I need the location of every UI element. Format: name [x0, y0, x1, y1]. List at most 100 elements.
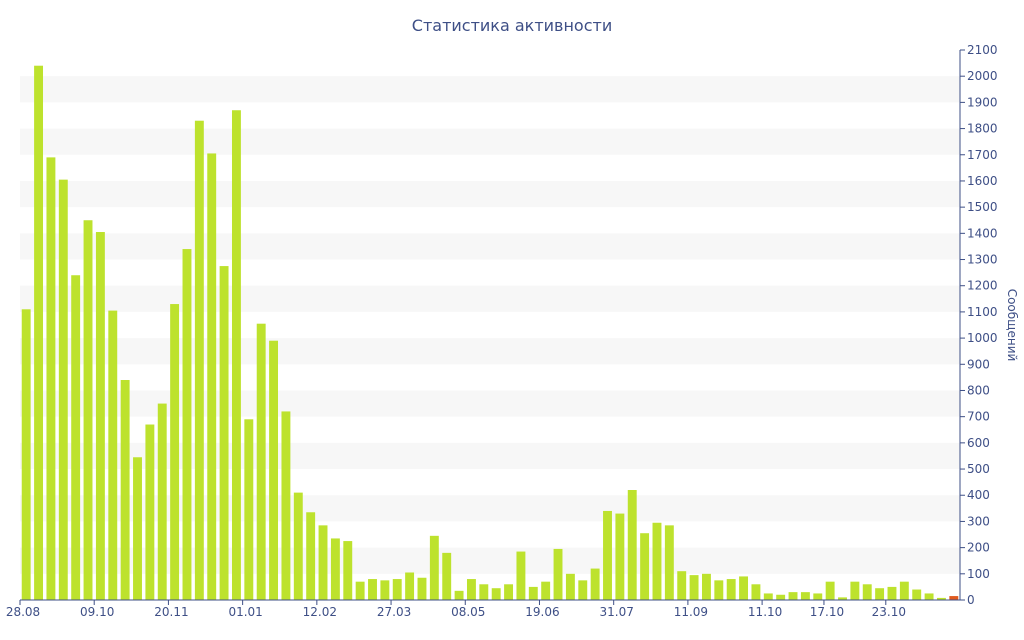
bar — [739, 576, 749, 600]
grid-band — [20, 233, 960, 260]
bar — [714, 580, 724, 600]
y-tick-label: 1900 — [967, 95, 998, 109]
bar — [640, 533, 650, 600]
bar — [380, 580, 390, 600]
bar — [21, 309, 31, 600]
x-tick-label: 23.10 — [872, 605, 906, 619]
bar — [875, 588, 885, 600]
bar — [454, 590, 464, 600]
bar — [504, 584, 514, 600]
bar — [813, 593, 823, 600]
y-tick-label: 1400 — [967, 226, 998, 240]
bar — [318, 525, 328, 600]
bar — [677, 571, 687, 600]
bar — [108, 310, 118, 600]
bar — [800, 592, 810, 600]
bar — [207, 153, 217, 600]
y-tick-label: 300 — [967, 514, 990, 528]
y-tick-label: 2000 — [967, 69, 998, 83]
bar — [528, 586, 538, 600]
y-tick-label: 1800 — [967, 122, 998, 136]
bar — [479, 584, 489, 600]
y-tick-label: 1100 — [967, 305, 998, 319]
bar — [553, 548, 563, 600]
y-axis-label: Сообщений — [1005, 289, 1019, 362]
bar — [776, 594, 786, 600]
bar — [825, 581, 835, 600]
bar — [355, 581, 365, 600]
y-tick-label: 1000 — [967, 331, 998, 345]
grid-band — [20, 338, 960, 365]
y-tick-label: 800 — [967, 383, 990, 397]
y-tick-label: 1700 — [967, 148, 998, 162]
x-tick-label: 17.10 — [810, 605, 844, 619]
bar — [182, 249, 192, 601]
bar — [838, 597, 847, 600]
bar — [231, 110, 241, 601]
bar — [949, 596, 959, 600]
bar — [83, 220, 93, 601]
bars-group — [21, 65, 959, 601]
bar — [466, 579, 476, 600]
bar — [689, 575, 699, 600]
bar — [405, 572, 415, 600]
bar — [46, 157, 56, 600]
y-tick-label: 100 — [967, 567, 990, 581]
y-tick-label: 0 — [967, 593, 975, 607]
bar — [194, 120, 204, 601]
bar — [330, 538, 340, 600]
x-tick-label: 08.05 — [451, 605, 485, 619]
bar — [306, 512, 316, 600]
grid-band — [20, 128, 960, 155]
bar — [664, 525, 674, 600]
x-tick-label: 09.10 — [80, 605, 114, 619]
x-tick-label: 27.03 — [377, 605, 411, 619]
bar — [293, 492, 303, 600]
x-tick-label: 11.10 — [748, 605, 782, 619]
bar — [58, 179, 68, 600]
y-tick-label: 1600 — [967, 174, 998, 188]
bar — [442, 552, 452, 600]
bar — [887, 586, 897, 600]
x-tick-label: 31.07 — [600, 605, 634, 619]
chart-title: Статистика активности — [412, 16, 612, 35]
x-tick-label: 20.11 — [154, 605, 188, 619]
bar — [120, 380, 130, 600]
y-tick-label: 1300 — [967, 253, 998, 267]
bar — [627, 490, 637, 600]
bar — [763, 593, 773, 600]
y-tick-label: 400 — [967, 488, 990, 502]
y-tick-label: 2100 — [967, 43, 998, 57]
bar — [368, 579, 377, 600]
x-axis: 28.08 09.10 20.11 01.01 12.02 27.03 08.05 19.06… — [6, 599, 960, 619]
bar — [269, 340, 279, 600]
grid-band — [20, 285, 960, 312]
bar — [590, 568, 600, 600]
bar — [565, 573, 575, 600]
bar — [219, 266, 229, 600]
bar — [652, 522, 662, 600]
bar — [281, 411, 291, 600]
y-tick-label: 600 — [967, 436, 990, 450]
bar — [392, 579, 402, 600]
bar — [170, 304, 180, 600]
bar — [578, 580, 588, 600]
bar — [343, 541, 353, 600]
bar — [157, 403, 167, 600]
bar — [788, 592, 798, 600]
x-tick-label: 28.08 — [6, 605, 40, 619]
bar — [701, 573, 711, 600]
bar — [516, 551, 526, 600]
bar — [133, 457, 142, 600]
bar — [936, 597, 946, 600]
bar — [256, 323, 266, 600]
bar — [850, 581, 860, 600]
bar — [603, 510, 612, 600]
x-tick-label: 19.06 — [525, 605, 559, 619]
grid-band — [20, 76, 960, 103]
bar — [491, 588, 501, 600]
bar — [417, 577, 427, 600]
bar — [912, 589, 922, 600]
